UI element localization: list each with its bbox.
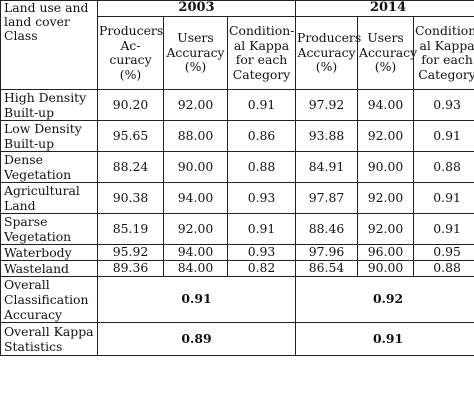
- cell-value: 0.93: [413, 89, 474, 121]
- overall-kappa-2003: 0.89: [96, 322, 297, 356]
- cell-value: 97.87: [295, 182, 359, 214]
- cell-value: 0.91: [226, 89, 297, 121]
- class-label: Dense Vegetation: [0, 151, 98, 183]
- cell-value: 90.00: [357, 151, 415, 183]
- cell-value: 88.00: [163, 120, 228, 152]
- table-row: Dense Vegetation 88.24 90.00 0.88 84.91 9…: [0, 151, 474, 183]
- cell-value: 0.93: [226, 244, 297, 261]
- subheader-kappa-2014: Condition-al Kappa for each Category: [413, 16, 474, 90]
- cell-value: 0.86: [226, 120, 297, 152]
- cell-value: 90.38: [97, 182, 164, 214]
- cell-value: 92.00: [163, 213, 228, 245]
- class-label: Low Density Built-up: [0, 120, 98, 152]
- cell-value: 92.00: [357, 213, 415, 245]
- cell-value: 93.88: [295, 120, 359, 152]
- class-label: Agricultural Land: [0, 182, 98, 214]
- cell-value: 90.20: [97, 89, 164, 121]
- corner-line: Land use and: [4, 0, 89, 15]
- cell-value: 92.00: [163, 89, 228, 121]
- table-row: Agricultural Land 90.38 94.00 0.93 97.87 …: [0, 182, 474, 214]
- overall-accuracy-2014: 0.92: [295, 276, 474, 323]
- cell-value: 0.91: [226, 213, 297, 245]
- cell-value: 88.46: [295, 213, 359, 245]
- cell-value: 89.36: [97, 260, 164, 277]
- accuracy-table: Land use and land cover Class 2003 2014 …: [0, 0, 474, 356]
- cell-value: 0.91: [413, 213, 474, 245]
- subheader-users-2014: Users Accuracy (%): [357, 16, 417, 90]
- cell-value: 96.00: [357, 244, 415, 261]
- cell-value: 84.00: [163, 260, 228, 277]
- cell-value: 0.82: [226, 260, 297, 277]
- corner-header: Land use and land cover Class: [0, 0, 98, 90]
- cell-value: 90.00: [357, 260, 415, 277]
- cell-value: 0.95: [413, 244, 474, 261]
- subheader-producers-2003: Producers Ac-curacy (%): [97, 16, 164, 90]
- table-row: High Density Built-up 90.20 92.00 0.91 97…: [0, 89, 474, 121]
- overall-accuracy-row: Overall Classification Accuracy 0.91 0.92: [0, 276, 474, 323]
- cell-value: 86.54: [295, 260, 359, 277]
- cell-value: 0.88: [413, 260, 474, 277]
- cell-value: 97.96: [295, 244, 359, 261]
- class-label: High Density Built-up: [0, 89, 98, 121]
- subheader-kappa-2003: Condition-al Kappa for each Category: [226, 16, 297, 90]
- class-label: Overall Kappa Statistics: [0, 322, 98, 356]
- year-header-2003: 2003: [96, 0, 297, 17]
- year-header-2014: 2014: [295, 0, 474, 17]
- cell-value: 94.00: [163, 182, 228, 214]
- cell-value: 84.91: [295, 151, 359, 183]
- class-label: Waterbody: [0, 244, 98, 261]
- cell-value: 85.19: [97, 213, 164, 245]
- cell-value: 94.00: [357, 89, 415, 121]
- cell-value: 92.00: [357, 120, 415, 152]
- cell-value: 95.65: [97, 120, 164, 152]
- table-row: Low Density Built-up 95.65 88.00 0.86 93.…: [0, 120, 474, 152]
- subheader-users-2003: Users Accuracy (%): [163, 16, 228, 90]
- class-label: Sparse Vegetation: [0, 213, 98, 245]
- overall-kappa-2014: 0.91: [295, 322, 474, 356]
- cell-value: 88.24: [97, 151, 164, 183]
- class-label: Wasteland: [0, 260, 98, 277]
- cell-value: 95.92: [97, 244, 164, 261]
- overall-accuracy-2003: 0.91: [96, 276, 297, 323]
- cell-value: 0.91: [413, 182, 474, 214]
- table-row: Waterbody 95.92 94.00 0.93 97.96 96.00 0…: [0, 244, 474, 261]
- cell-value: 0.88: [413, 151, 474, 183]
- table-row: Sparse Vegetation 85.19 92.00 0.91 88.46 …: [0, 213, 474, 245]
- class-label: Overall Classification Accuracy: [0, 276, 98, 323]
- cell-value: 0.88: [226, 151, 297, 183]
- overall-kappa-row: Overall Kappa Statistics 0.89 0.91: [0, 322, 474, 356]
- cell-value: 92.00: [357, 182, 415, 214]
- subheader-producers-2014: Producers Accuracy (%): [295, 16, 361, 90]
- cell-value: 97.92: [295, 89, 359, 121]
- cell-value: 94.00: [163, 244, 228, 261]
- cell-value: 0.93: [226, 182, 297, 214]
- cell-value: 0.91: [413, 120, 474, 152]
- cell-value: 90.00: [163, 151, 228, 183]
- table-row: Wasteland 89.36 84.00 0.82 86.54 90.00 0…: [0, 260, 474, 277]
- corner-line: land cover Class: [4, 14, 70, 43]
